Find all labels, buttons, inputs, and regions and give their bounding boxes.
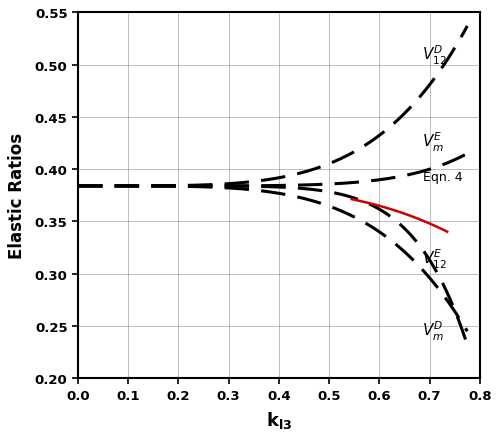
X-axis label: $\mathbf{k_{l3}}$: $\mathbf{k_{l3}}$ xyxy=(266,409,292,430)
Text: $V_{m}^{E}$: $V_{m}^{E}$ xyxy=(422,130,444,153)
Text: Eqn. 4: Eqn. 4 xyxy=(423,170,463,183)
Text: $V_{12}^{E}$: $V_{12}^{E}$ xyxy=(422,247,447,270)
Text: $V_{m}^{D}$: $V_{m}^{D}$ xyxy=(422,319,444,342)
Text: $V_{12}^{D}$: $V_{12}^{D}$ xyxy=(422,44,447,67)
Y-axis label: Elastic Ratios: Elastic Ratios xyxy=(8,133,26,259)
